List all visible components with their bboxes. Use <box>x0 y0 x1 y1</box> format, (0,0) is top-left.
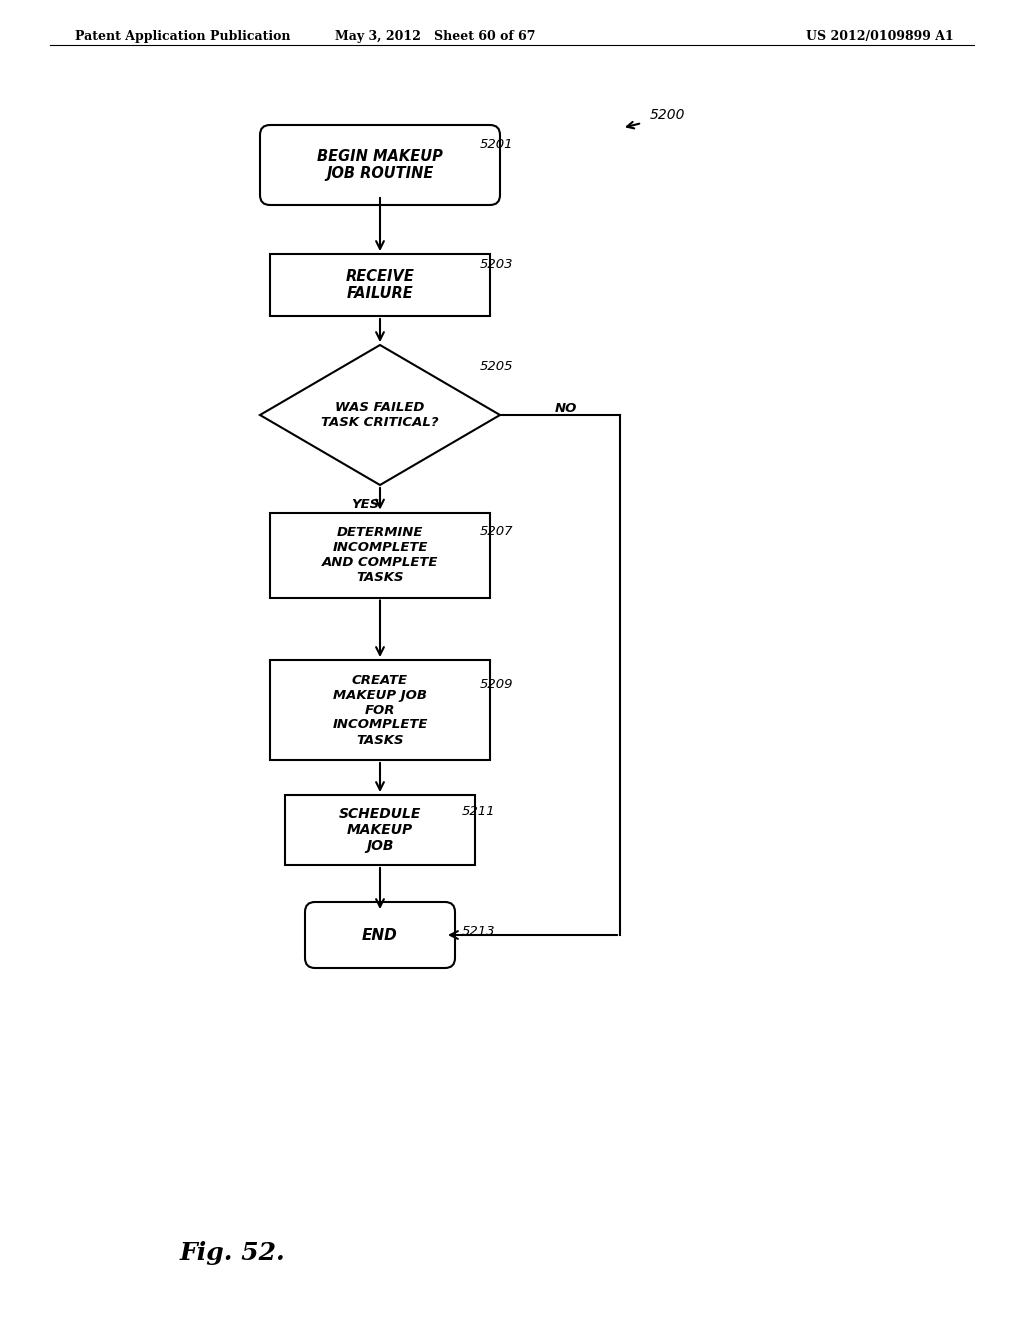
Text: END: END <box>362 928 398 942</box>
Bar <box>270 512 490 598</box>
Text: RECEIVE
FAILURE: RECEIVE FAILURE <box>345 269 415 301</box>
Text: Fig. 52.: Fig. 52. <box>180 1241 286 1265</box>
Text: 5205: 5205 <box>480 360 513 374</box>
Bar <box>285 795 475 865</box>
Text: 5201: 5201 <box>480 139 513 150</box>
Text: BEGIN MAKEUP
JOB ROUTINE: BEGIN MAKEUP JOB ROUTINE <box>317 149 443 181</box>
Polygon shape <box>260 345 500 484</box>
Text: WAS FAILED
TASK CRITICAL?: WAS FAILED TASK CRITICAL? <box>322 401 438 429</box>
Text: 5209: 5209 <box>480 678 513 690</box>
Text: CREATE
MAKEUP JOB
FOR
INCOMPLETE
TASKS: CREATE MAKEUP JOB FOR INCOMPLETE TASKS <box>333 673 428 747</box>
Text: US 2012/0109899 A1: US 2012/0109899 A1 <box>806 30 954 44</box>
Text: 5200: 5200 <box>650 108 685 121</box>
FancyBboxPatch shape <box>260 125 500 205</box>
Text: 5203: 5203 <box>480 257 513 271</box>
Text: 5213: 5213 <box>462 925 496 939</box>
Text: YES: YES <box>351 498 379 511</box>
Text: Patent Application Publication: Patent Application Publication <box>75 30 291 44</box>
Text: DETERMINE
INCOMPLETE
AND COMPLETE
TASKS: DETERMINE INCOMPLETE AND COMPLETE TASKS <box>322 525 438 583</box>
Text: May 3, 2012   Sheet 60 of 67: May 3, 2012 Sheet 60 of 67 <box>335 30 536 44</box>
Text: NO: NO <box>555 401 578 414</box>
Text: 5211: 5211 <box>462 805 496 818</box>
Bar <box>270 660 490 760</box>
Bar <box>270 253 490 315</box>
FancyBboxPatch shape <box>305 902 455 968</box>
Text: SCHEDULE
MAKEUP
JOB: SCHEDULE MAKEUP JOB <box>339 807 421 853</box>
Text: 5207: 5207 <box>480 525 513 539</box>
